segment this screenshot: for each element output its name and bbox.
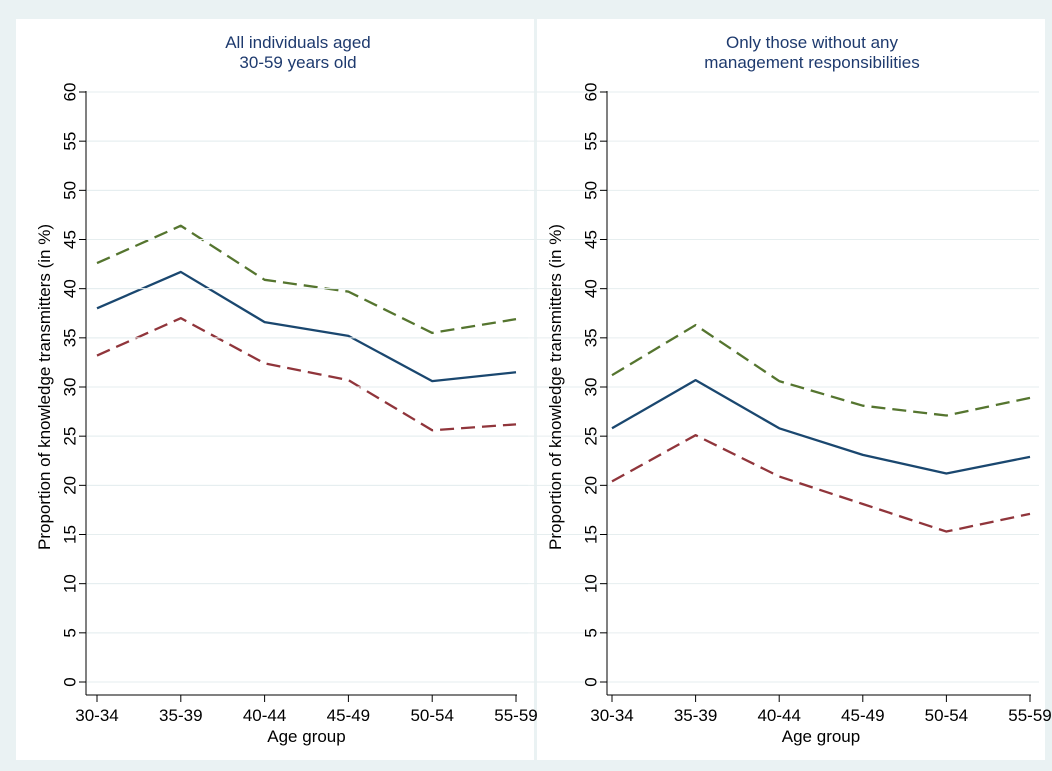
y-tick-label: 25 xyxy=(60,427,79,446)
y-tick-label: 15 xyxy=(581,525,600,544)
y-tick-label: 10 xyxy=(581,574,600,593)
y-tick-label: 5 xyxy=(60,628,79,637)
y-tick-label: 30 xyxy=(60,378,79,397)
series-line-3 xyxy=(96,317,517,432)
y-tick-label: 15 xyxy=(60,525,79,544)
y-tick-label: 20 xyxy=(60,476,79,495)
x-axis-title: Age group xyxy=(782,727,860,746)
x-tick-label: 30-34 xyxy=(75,706,118,725)
y-tick-label: 45 xyxy=(60,230,79,249)
y-tick-label: 55 xyxy=(60,132,79,151)
y-tick-label: 0 xyxy=(60,677,79,686)
x-axis-title: Age group xyxy=(267,727,345,746)
x-tick-label: 35-39 xyxy=(159,706,202,725)
panel-background xyxy=(537,19,1045,760)
chart-panel-1: 0 5 10 15 20 25 30 35 40 45 50 55 60 30-34 35-39 40-44 4… xyxy=(16,19,538,760)
x-tick-label: 40-44 xyxy=(757,706,800,725)
panel-title: 30-59 years old xyxy=(239,53,356,72)
x-tick-label: 45-49 xyxy=(841,706,884,725)
series-line-3 xyxy=(611,434,1031,533)
x-tick-label: 35-39 xyxy=(674,706,717,725)
y-tick-label: 45 xyxy=(581,230,600,249)
y-tick-label: 55 xyxy=(581,132,600,151)
x-tick-label: 55-59 xyxy=(1008,706,1051,725)
chart-panel-2: 0 5 10 15 20 25 30 35 40 45 50 55 60 30-34 35-39 40-44 4… xyxy=(87,19,1052,760)
y-tick-label: 40 xyxy=(60,279,79,298)
panel-background xyxy=(16,19,534,760)
y-tick-label: 25 xyxy=(581,427,600,446)
x-tick-label: 50-54 xyxy=(925,706,968,725)
panel-title: management responsibilities xyxy=(704,53,919,72)
series-line-2 xyxy=(611,323,1031,417)
y-tick-label: 35 xyxy=(581,328,600,347)
x-tick-label: 55-59 xyxy=(494,706,537,725)
x-tick-label: 40-44 xyxy=(243,706,286,725)
y-tick-label: 35 xyxy=(60,328,79,347)
panel-title: Only those without any xyxy=(726,33,898,52)
x-tick-label: 50-54 xyxy=(410,706,453,725)
y-tick-label: 50 xyxy=(60,181,79,200)
y-axis-title: Proportion of knowledge transmitters (in… xyxy=(35,224,54,550)
panel-title: All individuals aged xyxy=(225,33,371,52)
y-tick-label: 30 xyxy=(581,378,600,397)
x-tick-label: 45-49 xyxy=(327,706,370,725)
y-tick-label: 5 xyxy=(581,628,600,637)
y-tick-label: 10 xyxy=(60,574,79,593)
y-tick-label: 50 xyxy=(581,181,600,200)
y-tick-label: 60 xyxy=(60,83,79,102)
y-tick-label: 60 xyxy=(581,83,600,102)
series-line-1 xyxy=(611,378,1031,475)
series-line-1 xyxy=(96,270,517,383)
y-axis-title: Proportion of knowledge transmitters (in… xyxy=(546,224,565,550)
series-line-2 xyxy=(96,224,517,335)
y-tick-label: 20 xyxy=(581,476,600,495)
x-tick-label: 30-34 xyxy=(590,706,633,725)
y-tick-label: 0 xyxy=(581,677,600,686)
y-tick-label: 40 xyxy=(581,279,600,298)
